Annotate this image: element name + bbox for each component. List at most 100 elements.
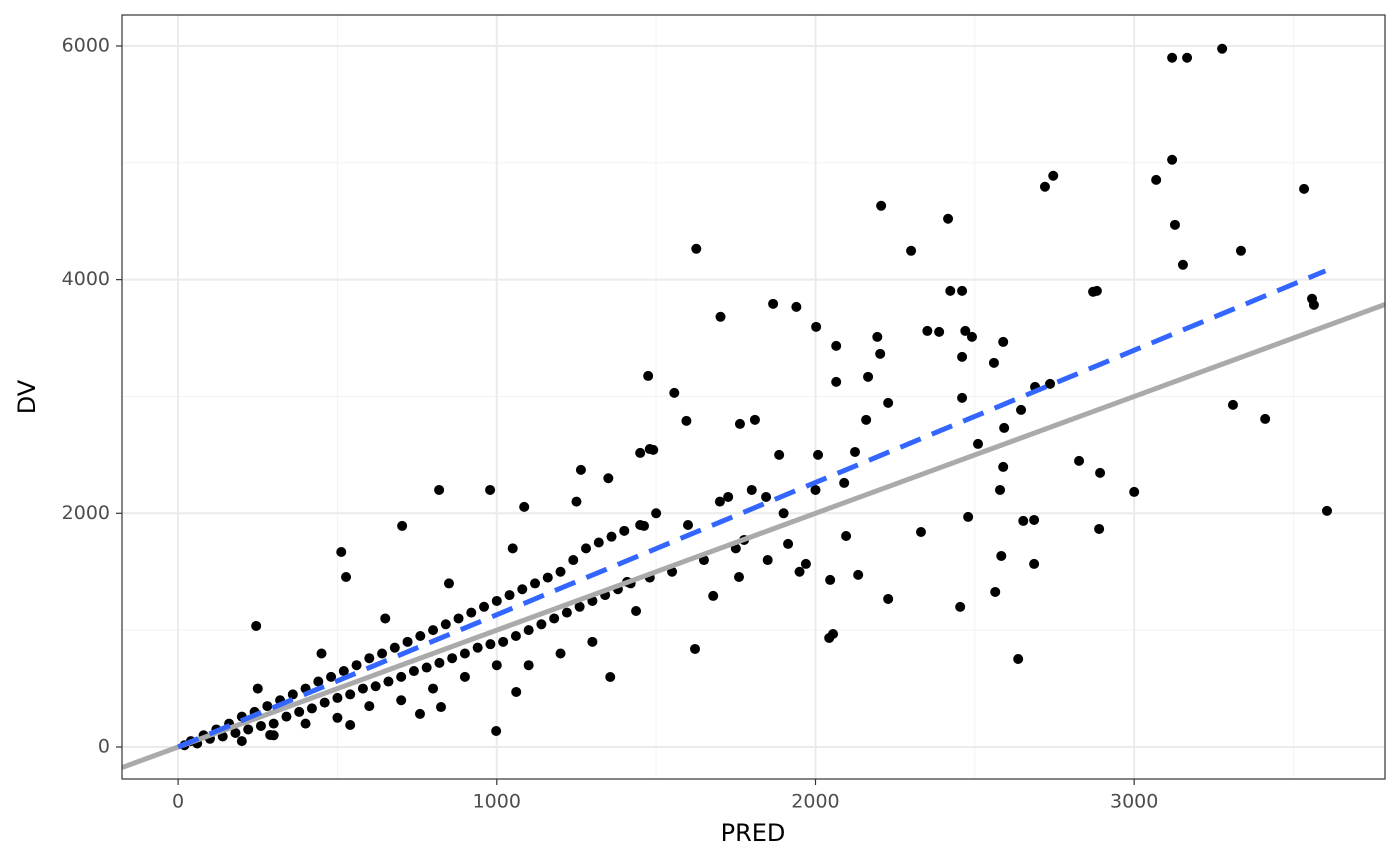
point	[345, 689, 356, 700]
point	[415, 630, 426, 641]
point	[1018, 515, 1029, 526]
point	[357, 683, 368, 694]
point	[606, 531, 617, 542]
point	[973, 438, 984, 449]
point	[243, 724, 254, 735]
grid	[122, 15, 1385, 779]
point	[523, 625, 534, 636]
point	[485, 484, 496, 495]
point	[306, 703, 317, 714]
point	[841, 530, 852, 541]
point	[230, 727, 241, 738]
point	[319, 697, 330, 708]
point	[485, 639, 496, 650]
point	[345, 720, 356, 731]
point	[1095, 467, 1106, 478]
point	[1217, 43, 1228, 54]
point	[251, 620, 262, 631]
point	[644, 444, 655, 455]
point	[575, 464, 586, 475]
point	[1029, 514, 1040, 525]
x-tick-label: 0	[172, 791, 184, 813]
point	[945, 285, 956, 296]
point	[332, 692, 343, 703]
point	[810, 484, 821, 495]
point	[957, 351, 968, 362]
point	[510, 630, 521, 641]
point	[853, 569, 864, 580]
y-tick-label: 0	[98, 735, 110, 757]
point	[1045, 378, 1056, 389]
point	[825, 574, 836, 585]
point	[996, 550, 1007, 561]
point	[380, 613, 391, 624]
point	[396, 671, 407, 682]
point	[813, 449, 824, 460]
point	[568, 555, 579, 566]
point	[236, 736, 247, 747]
point	[370, 681, 381, 692]
point	[831, 376, 842, 387]
point	[1308, 299, 1319, 310]
point	[262, 701, 273, 712]
point	[999, 422, 1010, 433]
point	[436, 702, 447, 713]
point	[714, 496, 725, 507]
point	[963, 511, 974, 522]
line	[177, 268, 1327, 750]
point	[434, 657, 445, 668]
axes: 0 1000 2000 3000 0 2000 4000 6000	[62, 34, 1159, 812]
point	[778, 508, 789, 519]
point	[934, 326, 945, 337]
x-tick-label: 2000	[791, 791, 839, 813]
point	[555, 648, 566, 659]
point	[252, 683, 263, 694]
point	[571, 496, 582, 507]
point	[574, 601, 585, 612]
point	[749, 414, 760, 425]
point	[472, 642, 483, 653]
point	[414, 708, 425, 719]
point	[1299, 183, 1310, 194]
point	[875, 348, 886, 359]
point	[1260, 413, 1271, 424]
point	[800, 558, 811, 569]
point	[397, 520, 408, 531]
point	[364, 653, 375, 664]
point	[587, 636, 598, 647]
point	[287, 689, 298, 700]
point	[811, 321, 822, 332]
point	[519, 501, 530, 512]
plot-marks	[122, 43, 1385, 770]
point	[872, 331, 883, 342]
point	[479, 601, 490, 612]
point	[631, 605, 642, 616]
point	[768, 298, 779, 309]
point	[998, 461, 1009, 472]
point	[313, 676, 324, 687]
point	[1182, 52, 1193, 63]
point	[1129, 486, 1140, 497]
point	[715, 311, 726, 322]
y-tick-label: 4000	[62, 268, 110, 290]
point	[943, 213, 954, 224]
point	[364, 701, 375, 712]
point	[1091, 285, 1102, 296]
point	[683, 519, 694, 530]
point	[338, 666, 349, 677]
point	[517, 584, 528, 595]
x-tick-label: 3000	[1110, 791, 1158, 813]
line	[122, 302, 1385, 770]
point	[530, 578, 541, 589]
point	[957, 285, 968, 296]
point	[428, 683, 439, 694]
point	[774, 449, 785, 460]
point	[351, 660, 362, 671]
y-tick-label: 2000	[62, 502, 110, 524]
point	[504, 590, 515, 601]
point	[690, 643, 701, 654]
y-axis-title: DV	[13, 379, 41, 414]
point	[1039, 181, 1050, 192]
point	[966, 331, 977, 342]
point	[723, 491, 734, 502]
